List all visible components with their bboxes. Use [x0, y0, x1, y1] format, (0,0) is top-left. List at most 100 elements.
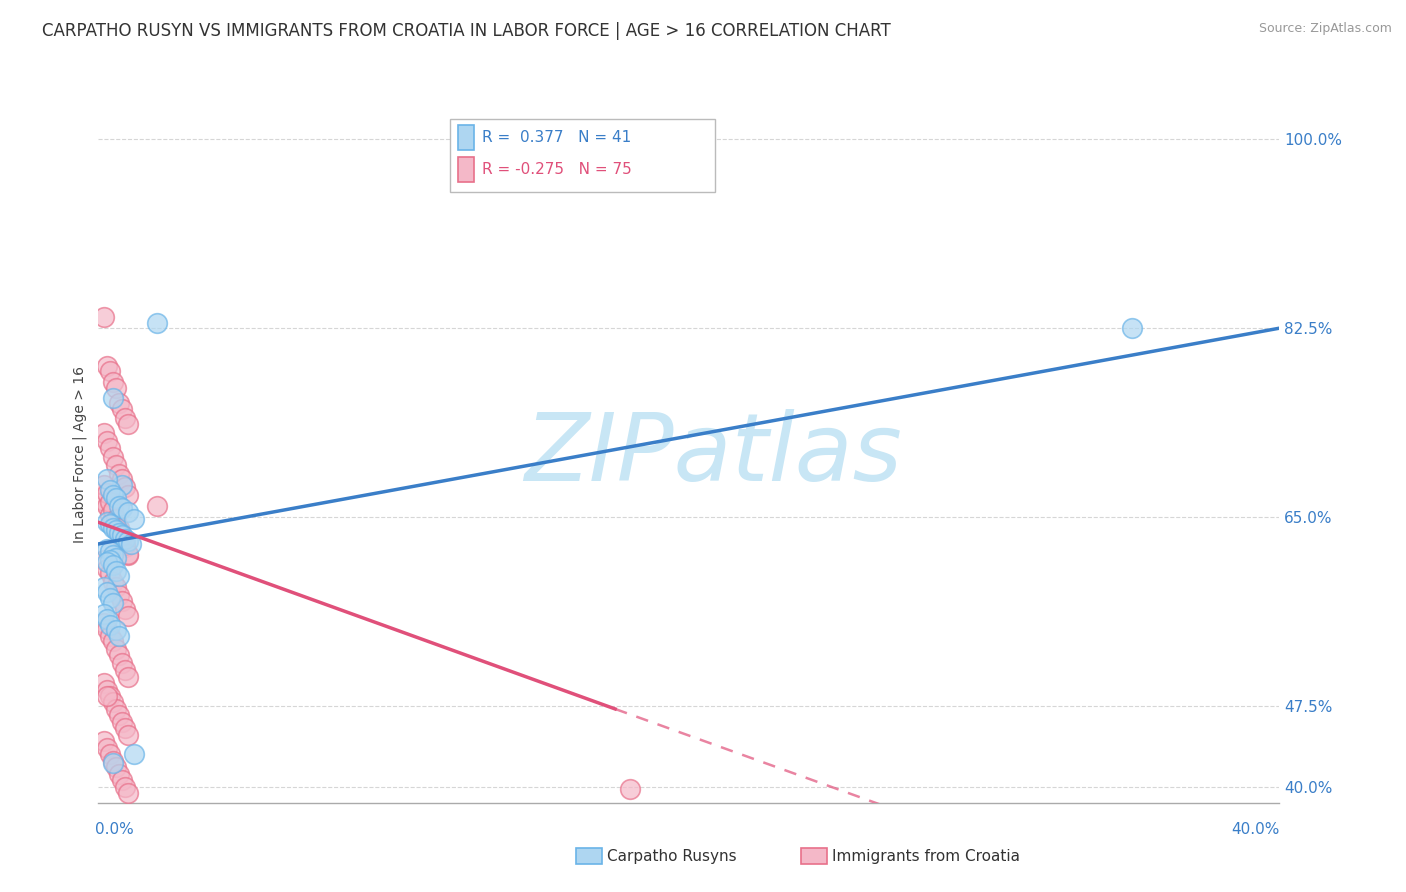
Point — [117, 533, 139, 548]
Point — [105, 702, 128, 716]
Point — [117, 547, 139, 561]
Point — [108, 526, 131, 541]
Text: ZIPatlas: ZIPatlas — [523, 409, 901, 500]
Point — [96, 555, 118, 569]
Point — [111, 501, 134, 516]
Point — [103, 488, 125, 502]
Point — [619, 781, 641, 796]
Point — [117, 728, 139, 742]
Point — [103, 375, 125, 389]
Point — [108, 648, 131, 662]
Text: R = -0.275   N = 75: R = -0.275 N = 75 — [482, 162, 631, 178]
Point — [98, 553, 121, 567]
Point — [108, 708, 131, 723]
Point — [114, 780, 136, 794]
Point — [111, 529, 134, 543]
Point — [117, 417, 139, 432]
Point — [111, 656, 134, 670]
Point — [103, 503, 125, 517]
Point — [108, 766, 131, 780]
Point — [96, 486, 118, 500]
Point — [103, 696, 125, 710]
Point — [146, 499, 169, 513]
Point — [108, 629, 131, 643]
Text: 40.0%: 40.0% — [1232, 822, 1279, 838]
Point — [98, 517, 121, 532]
Point — [111, 714, 134, 729]
Point — [114, 538, 136, 552]
Point — [105, 512, 128, 526]
Text: 0.0%: 0.0% — [96, 822, 134, 838]
Point — [103, 754, 125, 768]
Point — [117, 609, 139, 624]
Point — [103, 596, 125, 610]
Point — [117, 488, 139, 502]
Point — [1121, 321, 1143, 335]
Point — [98, 617, 121, 632]
Point — [96, 359, 118, 373]
Point — [111, 477, 134, 491]
Point — [146, 316, 169, 330]
Point — [96, 689, 118, 703]
Point — [98, 566, 121, 580]
Point — [105, 521, 128, 535]
Point — [108, 526, 131, 541]
Point — [105, 580, 128, 594]
Point — [93, 425, 115, 440]
Point — [93, 493, 115, 508]
Point — [111, 773, 134, 788]
Point — [98, 364, 121, 378]
Point — [105, 523, 128, 537]
Point — [117, 786, 139, 800]
Point — [93, 580, 115, 594]
Point — [93, 734, 115, 748]
Point — [103, 450, 125, 464]
Point — [96, 516, 118, 530]
Point — [98, 441, 121, 455]
Text: R =  0.377   N = 41: R = 0.377 N = 41 — [482, 130, 631, 145]
Point — [114, 532, 136, 546]
Point — [98, 747, 121, 762]
Text: Carpatho Rusyns: Carpatho Rusyns — [607, 849, 737, 863]
Point — [108, 499, 131, 513]
Point — [108, 467, 131, 481]
Point — [105, 550, 128, 565]
Point — [114, 663, 136, 677]
Point — [96, 499, 118, 513]
Point — [96, 542, 118, 557]
Point — [103, 548, 125, 562]
Point — [98, 689, 121, 703]
Point — [105, 491, 128, 505]
Point — [96, 562, 118, 576]
Point — [111, 528, 134, 542]
Point — [93, 676, 115, 690]
Text: CARPATHO RUSYN VS IMMIGRANTS FROM CROATIA IN LABOR FORCE | AGE > 16 CORRELATION : CARPATHO RUSYN VS IMMIGRANTS FROM CROATI… — [42, 22, 891, 40]
Point — [105, 624, 128, 638]
Point — [105, 760, 128, 774]
Point — [93, 615, 115, 630]
Point — [122, 512, 145, 526]
Point — [96, 472, 118, 486]
Point — [103, 521, 125, 535]
Point — [108, 569, 131, 583]
Point — [117, 504, 139, 518]
Point — [93, 477, 115, 491]
Point — [105, 380, 128, 394]
Point — [114, 601, 136, 615]
Point — [108, 395, 131, 409]
Point — [103, 558, 125, 573]
Point — [98, 483, 121, 497]
Point — [98, 495, 121, 509]
Text: Immigrants from Croatia: Immigrants from Croatia — [832, 849, 1021, 863]
Point — [120, 537, 142, 551]
Point — [93, 553, 115, 567]
Point — [111, 532, 134, 546]
Point — [122, 747, 145, 762]
Y-axis label: In Labor Force | Age > 16: In Labor Force | Age > 16 — [73, 367, 87, 543]
Point — [96, 622, 118, 636]
Point — [103, 512, 125, 526]
Point — [114, 410, 136, 425]
Point — [114, 480, 136, 494]
Point — [103, 392, 125, 406]
Point — [98, 544, 121, 558]
